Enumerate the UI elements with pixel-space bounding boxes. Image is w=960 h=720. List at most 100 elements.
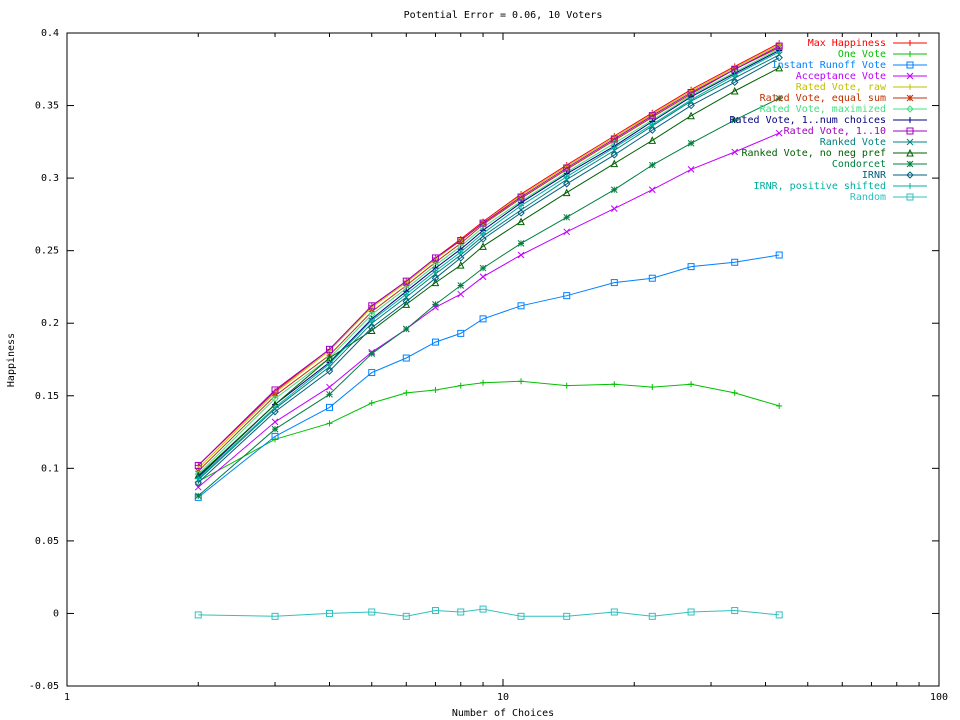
data-point bbox=[775, 129, 783, 137]
data-point bbox=[402, 612, 410, 620]
data-point bbox=[432, 301, 439, 308]
data-point bbox=[517, 240, 525, 247]
y-tick-label: 0.25 bbox=[35, 246, 59, 257]
legend-marker bbox=[906, 148, 914, 157]
legend-entry: One Vote bbox=[838, 49, 927, 60]
data-point bbox=[326, 420, 333, 427]
legend-marker bbox=[906, 61, 914, 69]
data-point bbox=[271, 612, 279, 620]
data-point bbox=[648, 612, 656, 620]
y-tick-label: 0.05 bbox=[35, 536, 59, 547]
data-point bbox=[563, 164, 571, 172]
data-point bbox=[402, 325, 410, 333]
data-point bbox=[517, 217, 525, 226]
data-point bbox=[194, 479, 202, 487]
y-tick-label: 0.2 bbox=[41, 318, 59, 329]
data-point bbox=[402, 297, 410, 306]
data-point bbox=[456, 261, 465, 269]
legend-marker bbox=[906, 94, 914, 102]
series-12 bbox=[194, 53, 783, 487]
data-point bbox=[479, 242, 487, 250]
data-point bbox=[368, 400, 375, 407]
data-point bbox=[610, 205, 618, 212]
legend-label: Random bbox=[850, 192, 886, 203]
data-point bbox=[271, 425, 279, 433]
data-point bbox=[402, 300, 411, 308]
data-point bbox=[517, 302, 525, 310]
data-point bbox=[271, 418, 279, 426]
data-point bbox=[367, 326, 376, 334]
legend-label: Rated Vote, 1..num choices bbox=[729, 115, 886, 126]
data-point bbox=[731, 78, 739, 87]
data-point bbox=[648, 186, 656, 194]
data-point bbox=[775, 53, 783, 62]
data-point bbox=[517, 193, 525, 201]
data-point bbox=[610, 159, 619, 168]
data-point bbox=[479, 605, 487, 613]
series-line bbox=[197, 42, 780, 466]
x-tick-label: 100 bbox=[930, 692, 948, 703]
data-point bbox=[480, 230, 487, 237]
legend-label: Rated Vote, maximized bbox=[760, 104, 886, 115]
x-tick-label: 10 bbox=[497, 692, 509, 703]
series-14 bbox=[194, 605, 783, 620]
y-axis-label: Happiness bbox=[6, 333, 17, 387]
data-point bbox=[648, 274, 656, 282]
series-8 bbox=[194, 42, 783, 469]
series-6 bbox=[194, 45, 783, 478]
data-point bbox=[776, 48, 783, 55]
data-point bbox=[325, 367, 334, 375]
series-line bbox=[197, 57, 780, 484]
data-point bbox=[687, 111, 695, 120]
data-point bbox=[517, 612, 525, 620]
data-point bbox=[457, 237, 465, 245]
data-point bbox=[687, 263, 695, 271]
series-layer bbox=[194, 40, 784, 620]
data-point bbox=[431, 254, 439, 262]
data-point bbox=[775, 251, 783, 259]
data-point bbox=[368, 317, 375, 324]
data-point bbox=[648, 136, 657, 144]
data-point bbox=[326, 390, 333, 398]
data-point bbox=[731, 72, 738, 79]
x-tick-label: 1 bbox=[64, 692, 70, 703]
data-point bbox=[431, 278, 440, 287]
data-point bbox=[368, 608, 376, 616]
series-13 bbox=[195, 48, 783, 482]
legend-label: Max Happiness bbox=[808, 38, 886, 49]
series-line bbox=[197, 45, 780, 466]
series-line bbox=[197, 132, 780, 488]
data-point bbox=[776, 402, 783, 409]
series-line bbox=[197, 48, 780, 475]
y-tick-label: 0.15 bbox=[35, 391, 59, 402]
legend-entry: Instant Runoff Vote bbox=[772, 60, 927, 71]
data-point bbox=[325, 345, 333, 353]
legend-entry: Rated Vote, 1..10 bbox=[784, 126, 927, 137]
data-point bbox=[195, 475, 202, 482]
data-point bbox=[687, 608, 695, 616]
data-point bbox=[517, 251, 525, 259]
data-point bbox=[649, 384, 656, 391]
data-point bbox=[432, 386, 439, 393]
data-point bbox=[775, 611, 783, 619]
legend-label: IRNR, positive shifted bbox=[754, 181, 886, 192]
legend-marker bbox=[907, 183, 913, 189]
legend-label: Rated Vote, 1..10 bbox=[784, 126, 886, 137]
data-point bbox=[479, 219, 487, 227]
legend-marker bbox=[907, 84, 913, 90]
data-point bbox=[194, 483, 202, 491]
series-3 bbox=[194, 129, 783, 491]
legend-marker bbox=[907, 117, 913, 123]
data-point bbox=[194, 492, 202, 500]
data-point bbox=[431, 274, 440, 282]
legend-label: Instant Runoff Vote bbox=[772, 60, 886, 71]
data-point bbox=[687, 166, 695, 173]
legend-label: IRNR bbox=[862, 170, 887, 181]
data-point bbox=[271, 408, 279, 416]
data-point bbox=[648, 112, 656, 120]
data-point bbox=[194, 611, 202, 619]
data-point bbox=[611, 144, 618, 151]
legend-label: One Vote bbox=[838, 49, 886, 60]
